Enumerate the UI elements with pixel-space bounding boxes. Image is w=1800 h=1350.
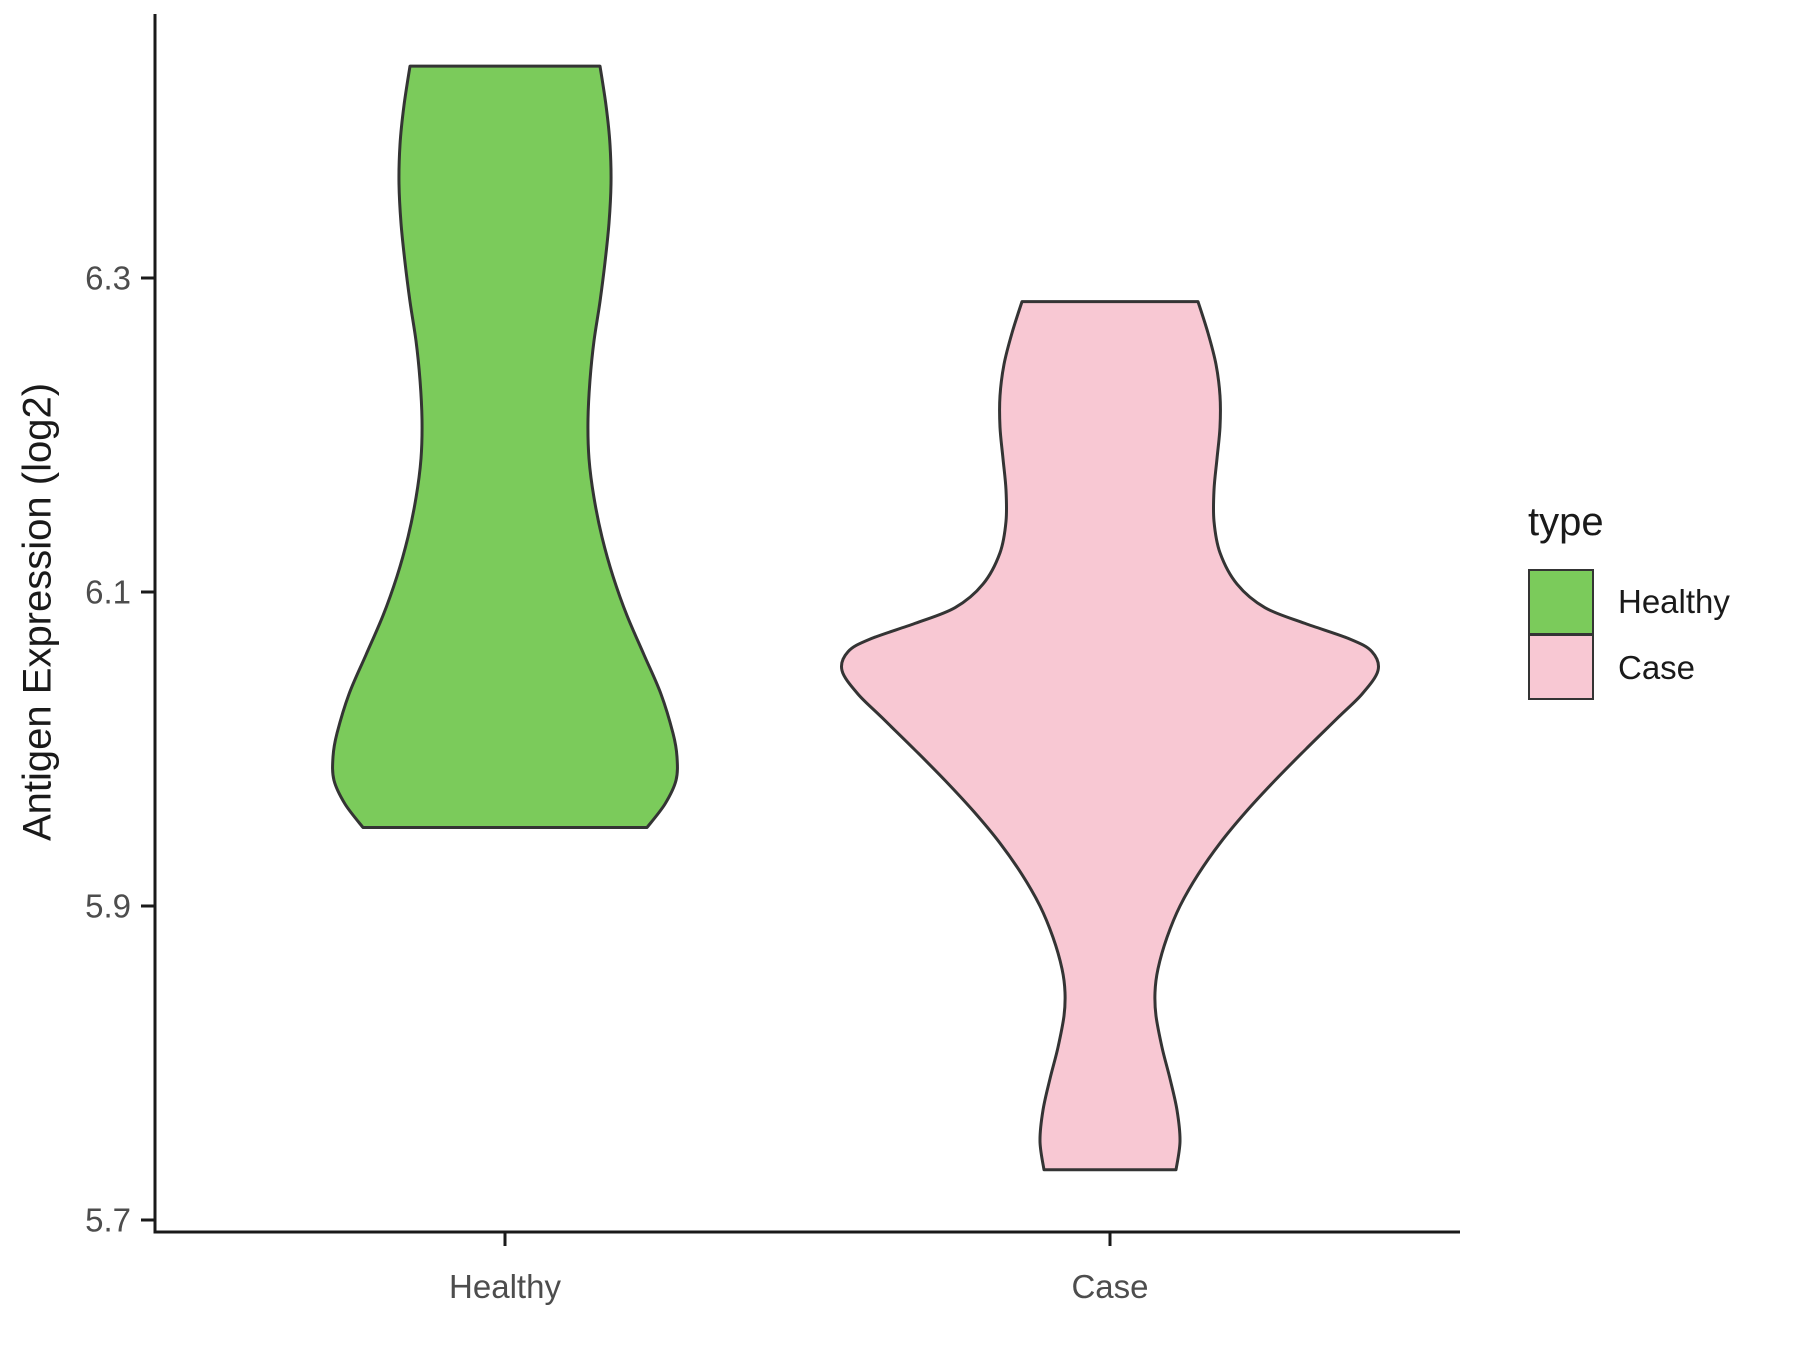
- y-axis-title: Antigen Expression (log2): [15, 382, 60, 842]
- legend-key-case: [1528, 634, 1594, 700]
- x-category-label: Case: [1071, 1268, 1148, 1305]
- y-tick-label: 6.3: [85, 260, 131, 297]
- violin-case: [840, 300, 1380, 1172]
- legend-item-healthy: Healthy: [1528, 569, 1730, 635]
- legend-key-healthy: [1528, 569, 1594, 635]
- legend-label-case: Case: [1618, 649, 1696, 686]
- y-tick-label: 5.7: [85, 1202, 131, 1239]
- legend-item-case: Case: [1528, 634, 1730, 701]
- y-tick-label: 6.1: [85, 574, 131, 611]
- y-tick-label: 5.9: [85, 888, 131, 925]
- violin-healthy: [331, 64, 679, 829]
- legend-label-healthy: Healthy: [1618, 583, 1730, 620]
- legend-title: type: [1528, 500, 1604, 544]
- legend: type Healthy Case: [1528, 500, 1730, 701]
- x-category-label: Healthy: [449, 1268, 561, 1305]
